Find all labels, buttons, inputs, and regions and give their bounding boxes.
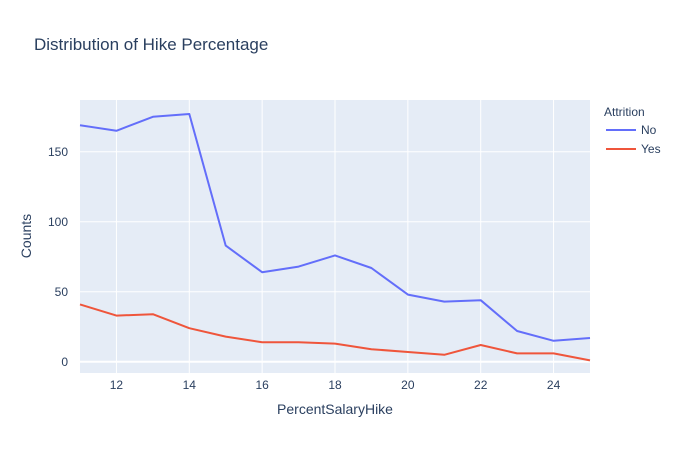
x-tick-label: 14 [183, 378, 197, 392]
x-tick-label: 16 [255, 378, 269, 392]
legend[interactable]: Attrition No Yes [604, 105, 661, 156]
y-tick-label: 150 [48, 145, 68, 159]
legend-item-yes[interactable]: Yes [606, 142, 661, 156]
x-tick-label: 24 [547, 378, 561, 392]
chart-title: Distribution of Hike Percentage [34, 35, 268, 54]
x-tick-label: 20 [401, 378, 415, 392]
y-tick-label: 100 [48, 215, 68, 229]
y-tick-label: 0 [61, 355, 68, 369]
y-tick-label: 50 [55, 285, 69, 299]
legend-label: Yes [641, 142, 661, 156]
legend-item-no[interactable]: No [606, 123, 657, 137]
y-gridlines [80, 151, 590, 363]
legend-label: No [641, 123, 657, 137]
series-layer [79, 113, 591, 362]
legend-title: Attrition [604, 105, 645, 119]
x-gridlines [115, 100, 555, 373]
x-tick-labels: 12 14 16 18 20 22 24 [110, 378, 561, 392]
x-axis-title: PercentSalaryHike [277, 401, 393, 417]
x-tick-label: 22 [474, 378, 488, 392]
x-tick-label: 18 [328, 378, 342, 392]
series-line-no[interactable] [79, 113, 591, 342]
x-tick-label: 12 [110, 378, 124, 392]
y-tick-labels: 0 50 100 150 [48, 145, 68, 369]
series-line-yes[interactable] [79, 303, 591, 362]
y-axis-title: Counts [18, 214, 34, 258]
